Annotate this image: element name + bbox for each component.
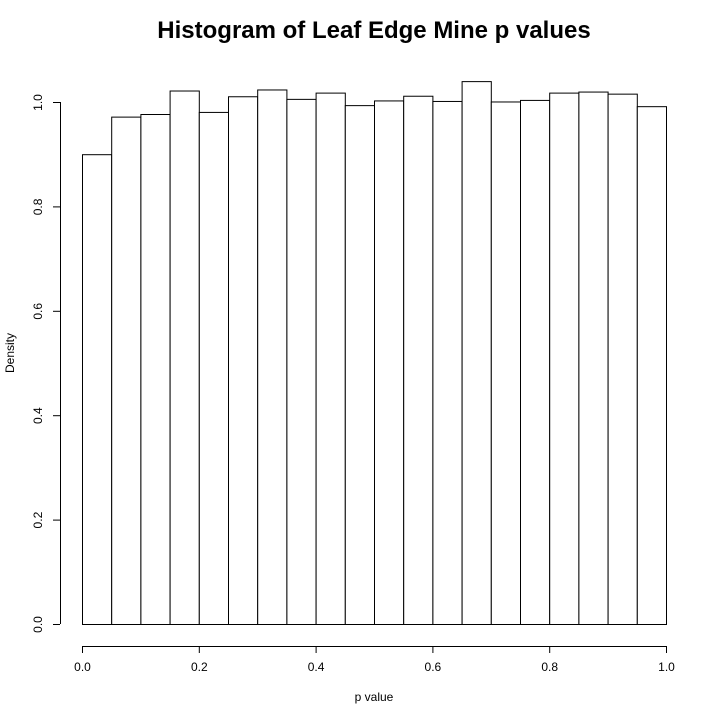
histogram-bar: [549, 92, 580, 625]
histogram-bar: [140, 114, 171, 625]
histogram-bar: [432, 100, 463, 626]
histogram-bar: [461, 81, 492, 626]
x-axis-label: p value: [355, 690, 394, 704]
x-tick-label: 0.4: [308, 660, 325, 674]
histogram-bar: [286, 98, 317, 626]
x-axis: 0.0 0.2 0.4 0.6 0.8 1.0: [74, 646, 675, 674]
histogram-bar: [82, 154, 113, 625]
y-axis-label: Density: [3, 333, 17, 373]
x-tick-label: 0.8: [541, 660, 558, 674]
histogram-bar: [578, 91, 609, 625]
y-tick-label: 0.8: [31, 198, 45, 215]
histogram-bar: [315, 92, 346, 625]
x-tick-label: 1.0: [658, 660, 675, 674]
histogram-bar: [344, 105, 375, 625]
histogram-bar: [403, 95, 434, 625]
bars-group: [82, 81, 667, 626]
histogram-bar: [198, 111, 230, 625]
histogram-bar: [607, 93, 638, 625]
y-axis: 0.0 0.2 0.4 0.6 0.8 1.0: [31, 94, 61, 633]
y-tick-label: 1.0: [31, 94, 45, 111]
x-tick-label: 0.6: [425, 660, 442, 674]
histogram-bar: [374, 100, 405, 625]
y-tick-label: 0.4: [31, 407, 45, 424]
histogram-bar: [490, 101, 521, 625]
y-tick-label: 0.2: [31, 511, 45, 528]
histogram-bar: [228, 96, 259, 626]
chart-title: Histogram of Leaf Edge Mine p values: [157, 17, 590, 44]
x-tick-label: 0.0: [74, 660, 91, 674]
y-tick-label: 0.6: [31, 303, 45, 320]
x-tick-label: 0.2: [191, 660, 208, 674]
histogram-bar: [111, 116, 142, 625]
histogram-bar: [257, 89, 288, 626]
histogram-bar: [636, 106, 667, 625]
histogram-bar: [169, 90, 200, 626]
histogram-bar: [520, 99, 551, 626]
y-tick-label: 0.0: [31, 616, 45, 633]
